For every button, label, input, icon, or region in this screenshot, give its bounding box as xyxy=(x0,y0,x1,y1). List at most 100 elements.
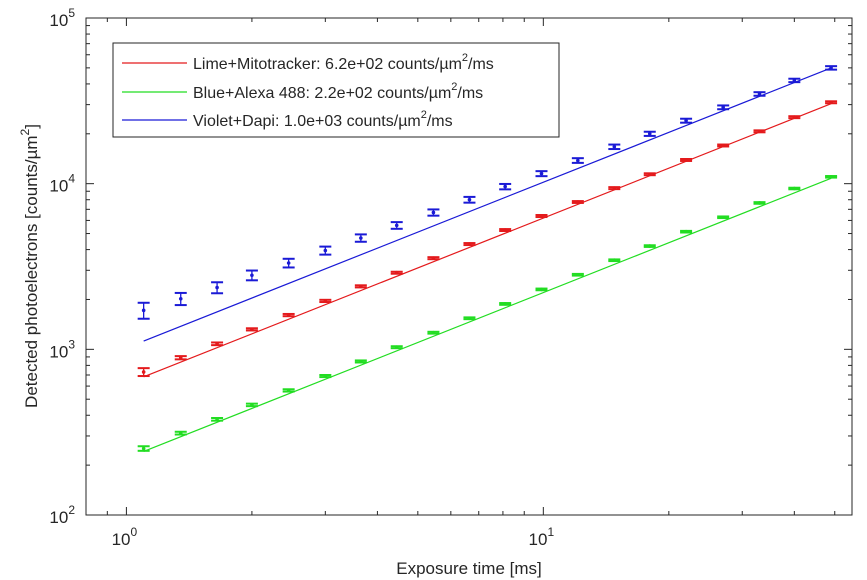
data-point-blue xyxy=(463,316,476,321)
data-marker xyxy=(684,158,688,162)
y-tick-label: 105 xyxy=(49,6,75,30)
data-point-violet xyxy=(608,143,621,151)
data-marker xyxy=(431,256,436,260)
data-point-violet xyxy=(680,117,693,124)
data-point-violet xyxy=(137,301,150,320)
data-marker xyxy=(576,200,580,204)
data-marker xyxy=(250,403,254,407)
data-marker xyxy=(323,374,328,378)
data-point-violet xyxy=(174,291,187,307)
data-marker xyxy=(394,270,399,275)
data-point-blue xyxy=(608,258,621,263)
data-marker xyxy=(359,284,363,289)
data-marker xyxy=(178,431,183,435)
data-point-blue xyxy=(354,359,367,364)
data-marker xyxy=(359,236,363,240)
data-point-violet xyxy=(788,77,801,84)
data-point-lime xyxy=(463,242,476,247)
data-point-blue xyxy=(245,402,258,408)
data-point-violet xyxy=(282,257,295,269)
data-marker xyxy=(757,92,762,96)
data-point-blue xyxy=(390,345,403,350)
data-marker xyxy=(647,244,652,248)
data-marker xyxy=(215,341,219,346)
data-point-violet xyxy=(319,245,332,256)
data-point-violet xyxy=(354,233,367,243)
data-marker xyxy=(141,370,146,374)
data-marker xyxy=(829,175,833,179)
legend-box xyxy=(112,42,560,138)
data-point-violet xyxy=(499,182,512,191)
data-marker xyxy=(286,261,291,265)
data-marker xyxy=(539,171,544,176)
data-marker xyxy=(647,131,652,136)
data-point-lime xyxy=(211,341,224,347)
y-tick-label: 102 xyxy=(49,503,75,527)
data-point-lime xyxy=(427,256,440,261)
data-point-blue xyxy=(499,302,512,306)
data-marker xyxy=(215,285,219,290)
data-marker xyxy=(178,355,183,360)
data-point-lime xyxy=(354,284,367,289)
data-marker xyxy=(612,144,617,149)
data-marker xyxy=(503,228,507,232)
axis-ticks: 100 101 102 103 104 105 xyxy=(49,6,852,549)
data-point-lime xyxy=(643,172,656,177)
fit-line-lime xyxy=(143,103,832,378)
fit-line-violet xyxy=(143,67,832,342)
data-marker xyxy=(539,214,544,218)
legend-label-blue: Blue+Alexa 488: 2.2e+02 counts/µm2/ms xyxy=(193,81,483,102)
data-point-blue xyxy=(643,244,656,248)
y-axis-label: Detected photoelectrons [counts/µm2] xyxy=(18,124,41,408)
data-marker xyxy=(394,345,399,350)
data-marker xyxy=(286,313,291,317)
data-point-blue xyxy=(174,430,187,436)
data-point-lime xyxy=(608,186,621,191)
data-point-lime xyxy=(535,213,548,219)
data-marker xyxy=(431,210,436,215)
data-point-violet xyxy=(211,281,224,295)
data-point-lime xyxy=(174,355,187,361)
data-marker xyxy=(721,105,725,110)
data-point-blue xyxy=(211,417,224,422)
data-point-lime xyxy=(717,143,730,148)
data-point-blue xyxy=(282,388,295,393)
data-marker xyxy=(503,302,507,306)
data-point-blue xyxy=(535,287,548,292)
data-marker xyxy=(829,100,833,105)
data-marker xyxy=(576,272,580,277)
data-point-violet xyxy=(463,195,476,204)
data-marker xyxy=(359,359,363,364)
data-marker xyxy=(141,308,146,313)
data-marker xyxy=(684,118,688,123)
data-point-violet xyxy=(427,208,440,217)
data-point-violet xyxy=(571,157,584,164)
data-marker xyxy=(215,417,219,422)
data-marker xyxy=(286,388,291,393)
data-marker xyxy=(467,316,472,321)
data-marker xyxy=(503,184,507,189)
data-point-blue xyxy=(319,373,332,379)
data-point-blue xyxy=(753,201,766,205)
data-marker xyxy=(792,186,797,191)
data-point-lime xyxy=(282,312,295,318)
data-point-lime xyxy=(753,129,766,134)
data-marker xyxy=(431,330,436,335)
data-marker xyxy=(576,158,580,163)
legend-label-lime: Lime+Mitotracker: 6.2e+02 counts/µm2/ms xyxy=(193,52,494,73)
data-point-lime xyxy=(137,367,150,378)
data-point-violet xyxy=(245,269,258,282)
data-marker xyxy=(394,223,399,228)
data-marker xyxy=(250,273,254,278)
data-marker xyxy=(757,201,762,205)
fit-line-blue xyxy=(143,177,832,452)
data-marker xyxy=(539,287,544,292)
x-tick-label: 101 xyxy=(529,525,555,549)
data-marker xyxy=(612,258,617,263)
data-marker xyxy=(467,242,472,246)
data-marker xyxy=(178,296,183,301)
data-marker xyxy=(792,115,797,119)
data-point-blue xyxy=(717,215,730,220)
data-point-lime xyxy=(319,298,332,304)
